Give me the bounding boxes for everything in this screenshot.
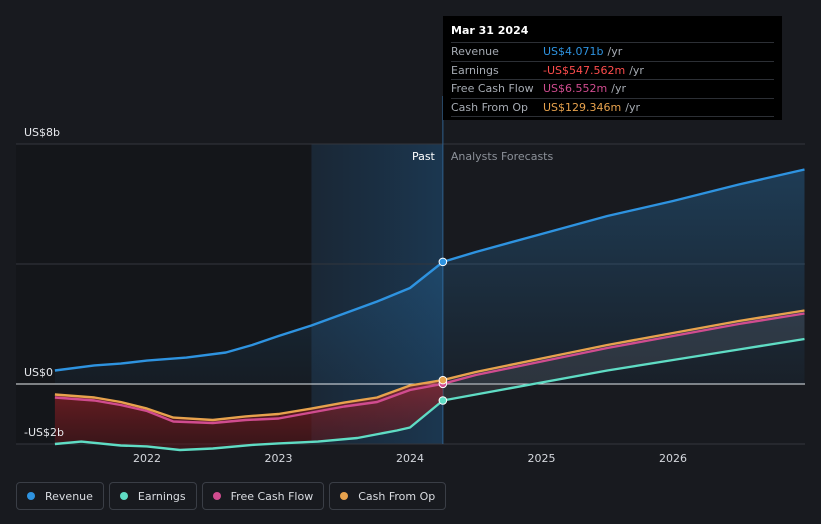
cash-from-op-line xyxy=(54,309,805,422)
cash-from-op-marker xyxy=(438,375,448,385)
forecast-label: Analysts Forecasts xyxy=(451,150,554,163)
legend-dot-icon xyxy=(212,492,221,500)
x-tick-label: 2025 xyxy=(528,452,556,465)
x-tick-label: 2026 xyxy=(659,452,687,465)
legend-dot-icon xyxy=(27,492,35,500)
legend-item-cash-from-op[interactable]: Cash From Op xyxy=(329,482,447,510)
legend-dot-icon xyxy=(340,492,349,500)
legend-label: Free Cash Flow xyxy=(230,489,314,503)
tooltip-row-earnings: Earnings -US$547.562m /yr xyxy=(451,60,774,80)
tooltip-value: US$4.071b xyxy=(543,45,604,59)
tooltip-label: Revenue xyxy=(451,45,499,59)
legend-item-earnings[interactable]: Earnings xyxy=(108,482,197,510)
legend-dot-icon xyxy=(119,492,128,500)
tooltip-value: US$6.552m xyxy=(543,82,608,96)
tooltip-unit: /yr xyxy=(625,100,640,114)
tooltip-row-free-cash-flow: Free Cash Flow US$6.552m /yr xyxy=(451,79,774,98)
hover-tooltip: Mar 31 2024 Revenue US$4.071b /yr Earnin… xyxy=(443,16,782,120)
earnings-negative-area xyxy=(54,380,443,450)
tooltip-unit: /yr xyxy=(611,82,626,96)
tooltip-label: Free Cash Flow xyxy=(451,82,534,96)
tooltip-label: Earnings xyxy=(451,63,499,77)
y-label-top: US$8b xyxy=(24,126,60,139)
tooltip-date: Mar 31 2024 xyxy=(451,24,529,37)
legend-label: Earnings xyxy=(137,489,186,503)
x-tick-label: 2023 xyxy=(265,452,293,465)
revenue-line xyxy=(54,168,805,372)
x-tick-label: 2024 xyxy=(396,452,424,465)
past-label: Past xyxy=(412,150,436,163)
chart-legend: Revenue Earnings Free Cash Flow Cash Fro… xyxy=(16,482,447,510)
earnings-line xyxy=(54,337,805,452)
x-tick-label: 2022 xyxy=(133,452,161,465)
legend-item-revenue[interactable]: Revenue xyxy=(16,482,104,510)
legend-label: Revenue xyxy=(45,489,93,503)
tooltip-value: US$129.346m xyxy=(543,100,622,114)
free-cash-flow-line xyxy=(54,312,805,425)
legend-item-free-cash-flow[interactable]: Free Cash Flow xyxy=(201,482,325,510)
tooltip-label: Cash From Op xyxy=(451,100,529,114)
tooltip-row-cash-from-op: Cash From Op US$129.346m /yr xyxy=(451,97,774,117)
tooltip-row-revenue: Revenue US$4.071b /yr xyxy=(451,42,774,61)
y-label-zero: US$0 xyxy=(24,366,53,379)
revenue-marker xyxy=(438,257,448,267)
earnings-marker xyxy=(438,396,448,405)
tooltip-unit: /yr xyxy=(629,63,644,77)
tooltip-unit: /yr xyxy=(607,45,623,59)
tooltip-value: -US$547.562m xyxy=(543,63,626,77)
past-region-dark xyxy=(16,144,312,444)
y-label-bottom: -US$2b xyxy=(24,426,64,439)
legend-label: Cash From Op xyxy=(358,489,436,503)
forecast-area xyxy=(442,310,805,401)
revenue-area xyxy=(54,169,805,384)
